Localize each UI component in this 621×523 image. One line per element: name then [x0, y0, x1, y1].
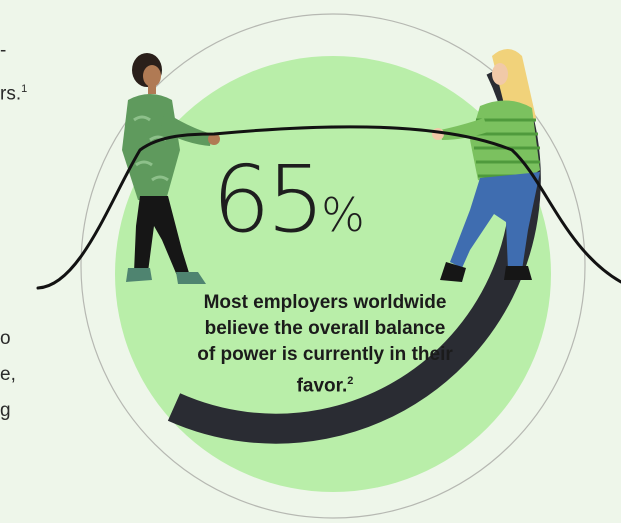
stat-value: 65% [212, 150, 432, 265]
person-left-icon [122, 53, 220, 284]
footnote-1: 1 [21, 83, 28, 95]
stat-unit: % [321, 188, 365, 242]
left-text-line-2: rs.1 [0, 76, 27, 107]
stat-caption-text: Most employers worldwide believe the ove… [197, 292, 453, 397]
rope-icon [36, 125, 621, 290]
left-text-line-4: e, [0, 364, 16, 385]
stat-number-text: 65 [212, 146, 325, 253]
left-text-line-1: - [0, 40, 7, 61]
footnote-2: 2 [347, 375, 354, 387]
stat-caption: Most employers worldwide believe the ove… [195, 290, 455, 399]
outer-ring [80, 13, 586, 519]
left-text-line-5: g [0, 400, 11, 421]
left-text-line-2-text: rs. [0, 83, 22, 105]
left-text-line-3: o [0, 328, 11, 349]
